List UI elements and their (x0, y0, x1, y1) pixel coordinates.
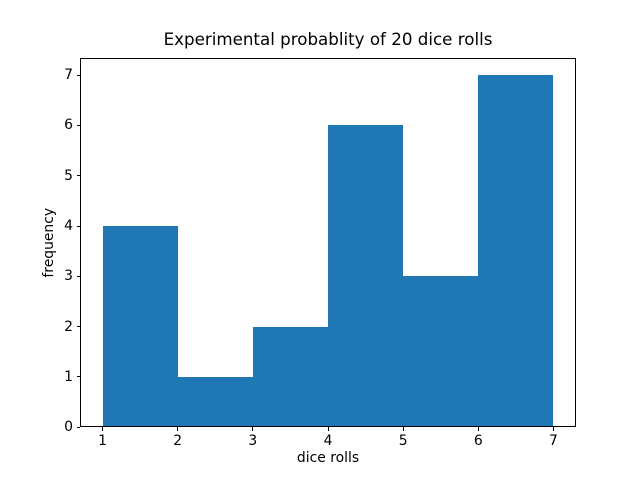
x-tick-label: 5 (398, 433, 408, 449)
x-tick-mark (177, 427, 179, 431)
x-tick-label: 6 (473, 433, 483, 449)
y-tick-label: 3 (64, 268, 73, 285)
x-tick-label: 3 (248, 433, 258, 449)
y-tick-mark (76, 74, 80, 76)
y-tick-mark (76, 175, 80, 177)
x-tick-label: 2 (173, 433, 183, 449)
y-tick-label: 4 (64, 218, 73, 235)
histogram-bar (328, 125, 404, 428)
x-tick-mark (252, 427, 254, 431)
x-tick-mark (102, 427, 104, 431)
x-tick-mark (477, 427, 479, 431)
x-tick-label: 7 (549, 433, 558, 449)
x-axis-label: dice rolls (296, 450, 360, 466)
y-tick-mark (76, 124, 80, 126)
y-tick-mark (76, 225, 80, 227)
x-tick-mark (402, 427, 404, 431)
x-tick-mark (552, 427, 554, 431)
x-tick-mark (327, 427, 329, 431)
y-tick-label: 6 (64, 117, 73, 134)
y-tick-label: 5 (64, 167, 73, 184)
histogram-bar (102, 226, 178, 428)
y-tick-mark (76, 275, 80, 277)
y-tick-label: 7 (64, 67, 73, 84)
x-tick-label: 1 (98, 433, 107, 449)
histogram-bar (403, 276, 479, 428)
y-tick-label: 2 (64, 318, 73, 335)
y-tick-mark (76, 426, 80, 428)
y-tick-label: 1 (64, 368, 73, 385)
chart-title: Experimental probablity of 20 dice rolls (163, 29, 493, 49)
y-tick-label: 0 (64, 419, 73, 436)
x-tick-label: 4 (323, 433, 333, 449)
y-tick-mark (76, 376, 80, 378)
histogram-bar (252, 326, 328, 428)
histogram-bar (478, 75, 554, 428)
y-tick-mark (76, 326, 80, 328)
histogram-bar (177, 376, 253, 428)
